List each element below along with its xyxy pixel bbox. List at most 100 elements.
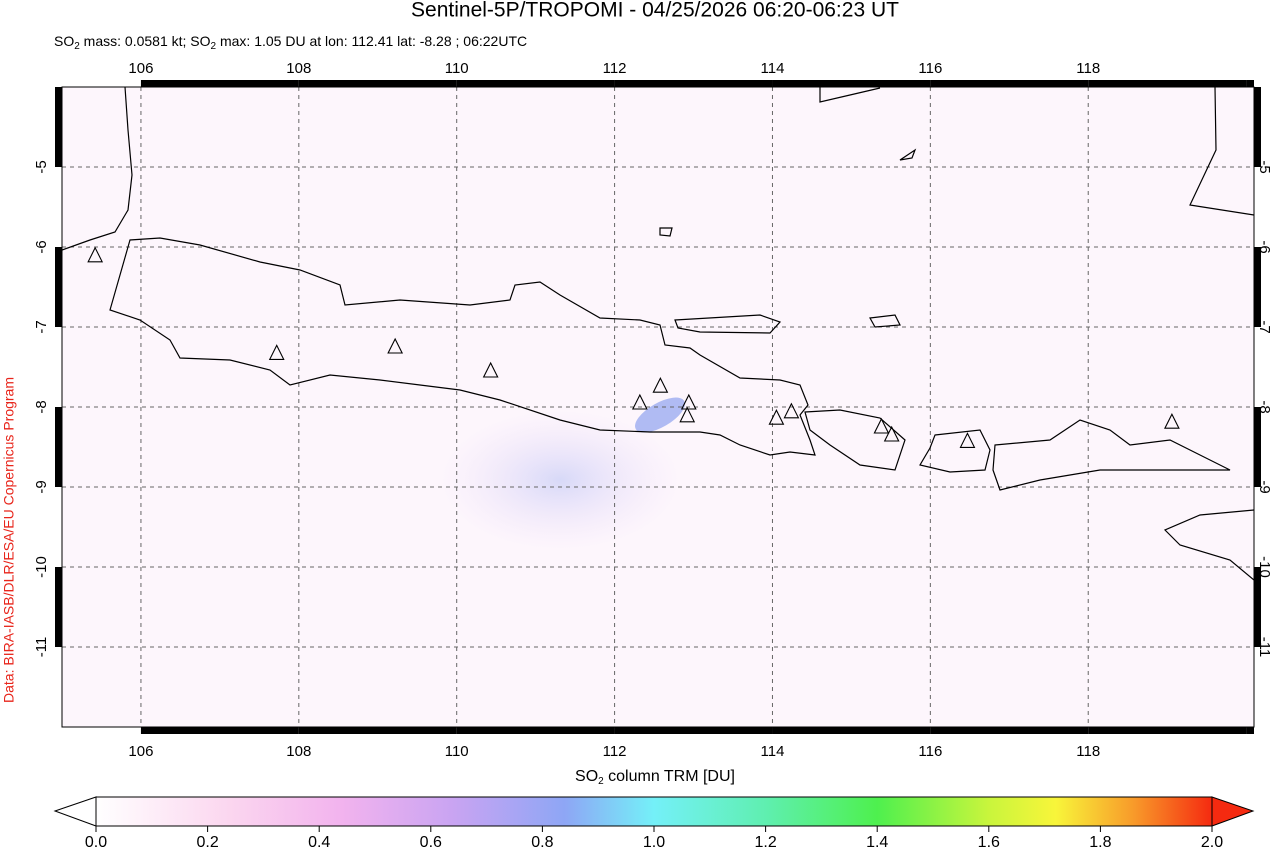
- frame-segment: [772, 80, 931, 87]
- colorbar-tick-label: 0.2: [196, 834, 218, 851]
- y-tick-label: -6: [1256, 240, 1272, 253]
- frame-segment: [1254, 87, 1261, 167]
- colorbar-tick-label: 1.8: [1089, 834, 1111, 851]
- frame-segment: [298, 80, 457, 87]
- frame-segment: [1246, 80, 1254, 87]
- x-tick-label: 114: [761, 60, 785, 77]
- colorbar-tick-label: 2.0: [1201, 834, 1223, 851]
- text-part: column TRM [DU]: [604, 768, 735, 785]
- subtitle: SO2 mass: 0.0581 kt; SO2 max: 1.05 DU at…: [54, 33, 527, 52]
- coastline: [62, 87, 133, 251]
- data-credit: Data: BIRA-IASB/DLR/ESA/EU Copernicus Pr…: [1, 377, 17, 703]
- frame-segment: [55, 567, 62, 647]
- y-tick-label: -6: [33, 240, 50, 253]
- volcano: [783, 402, 800, 419]
- volcano: [679, 406, 696, 423]
- subscript: 2: [598, 776, 604, 787]
- colorbar-tick-label: 0.8: [531, 834, 553, 851]
- frame-segment: [930, 727, 1089, 734]
- x-tick-label: 108: [286, 743, 311, 760]
- frame-segment: [930, 80, 1089, 87]
- frame-segment: [140, 80, 299, 87]
- y-tick-label: -11: [1256, 637, 1272, 658]
- coastline: [1163, 509, 1254, 581]
- y-tick-label: -10: [33, 556, 50, 578]
- volcano: [873, 417, 890, 434]
- y-tick-label: -7: [1256, 320, 1272, 333]
- colorbar-tick-label: 0.6: [420, 834, 442, 851]
- colorbar-tick-label: 1.4: [866, 834, 888, 851]
- text-part: SO: [54, 33, 74, 49]
- x-tick-label: 112: [603, 60, 627, 77]
- subscript: 2: [211, 41, 217, 52]
- so2-haze: [440, 410, 680, 550]
- volcano: [631, 393, 648, 410]
- y-tick-label: -10: [1256, 556, 1272, 578]
- frame-segment: [614, 727, 773, 734]
- volcano: [387, 337, 404, 354]
- colorbar-extend-high: [1211, 796, 1255, 827]
- frame-segment: [772, 727, 931, 734]
- x-tick-label: 114: [761, 743, 785, 760]
- x-tick-label: 118: [1076, 60, 1100, 77]
- y-tick-label: -7: [33, 320, 50, 333]
- colorbar-tick-label: 1.6: [978, 834, 1000, 851]
- coastline: [919, 429, 991, 473]
- y-tick-label: -8: [1256, 400, 1272, 413]
- frame-segment: [140, 727, 299, 734]
- colorbar-extend-low: [53, 796, 97, 827]
- colorbar-tick-label: 1.2: [754, 834, 776, 851]
- frame-segment: [1254, 247, 1261, 327]
- so2-plume: [635, 397, 685, 433]
- volcano: [268, 344, 285, 360]
- text-part: SO: [575, 768, 598, 785]
- colorbar-tick-label: 1.0: [643, 834, 665, 851]
- colorbar: [95, 796, 1213, 827]
- coastline: [1189, 87, 1254, 216]
- frame-segment: [298, 727, 457, 734]
- volcano: [482, 361, 499, 378]
- x-tick-label: 110: [445, 60, 469, 77]
- frame-segment: [55, 247, 62, 327]
- frame-segment: [55, 87, 62, 167]
- coastline: [992, 419, 1231, 491]
- x-tick-label: 106: [128, 60, 153, 77]
- x-tick-label: 108: [286, 60, 311, 77]
- frame-segment: [614, 80, 773, 87]
- chart-title: Sentinel-5P/TROPOMI - 04/25/2026 06:20-0…: [411, 0, 899, 22]
- colorbar-tick-label: 0.4: [308, 834, 330, 851]
- frame-segment: [1088, 727, 1247, 734]
- x-tick-label: 118: [1076, 743, 1100, 760]
- coastlines: [62, 87, 1254, 581]
- volcano: [652, 376, 669, 393]
- coastline: [674, 314, 782, 334]
- x-tick-label: 116: [918, 60, 942, 77]
- coastline: [804, 409, 906, 471]
- coastline: [659, 148, 917, 328]
- frame-segment: [456, 80, 615, 87]
- volcano: [680, 393, 697, 410]
- x-tick-label: 116: [918, 743, 942, 760]
- map-area: [62, 87, 1254, 727]
- y-tick-label: -5: [33, 160, 50, 173]
- y-tick-label: -8: [33, 400, 50, 413]
- x-tick-label: 112: [603, 743, 627, 760]
- frame-segment: [1088, 80, 1247, 87]
- volcano: [768, 408, 785, 425]
- coastline: [109, 237, 816, 456]
- y-tick-label: -9: [33, 480, 50, 493]
- volcano: [1164, 412, 1180, 429]
- volcano: [883, 425, 900, 442]
- volcano: [959, 432, 976, 448]
- frame-segment: [1254, 407, 1261, 487]
- y-tick-label: -9: [1256, 480, 1272, 493]
- subscript: 2: [74, 41, 80, 52]
- coastline: [819, 87, 881, 103]
- volcano: [87, 246, 104, 263]
- frame-segment: [1246, 727, 1254, 734]
- colorbar-tick-label: 0.0: [85, 834, 107, 851]
- text-part: max: 1.05 DU at lon: 112.41 lat: -8.28 ;…: [216, 33, 527, 49]
- y-tick-label: -11: [33, 637, 50, 658]
- y-tick-label: -5: [1256, 160, 1272, 173]
